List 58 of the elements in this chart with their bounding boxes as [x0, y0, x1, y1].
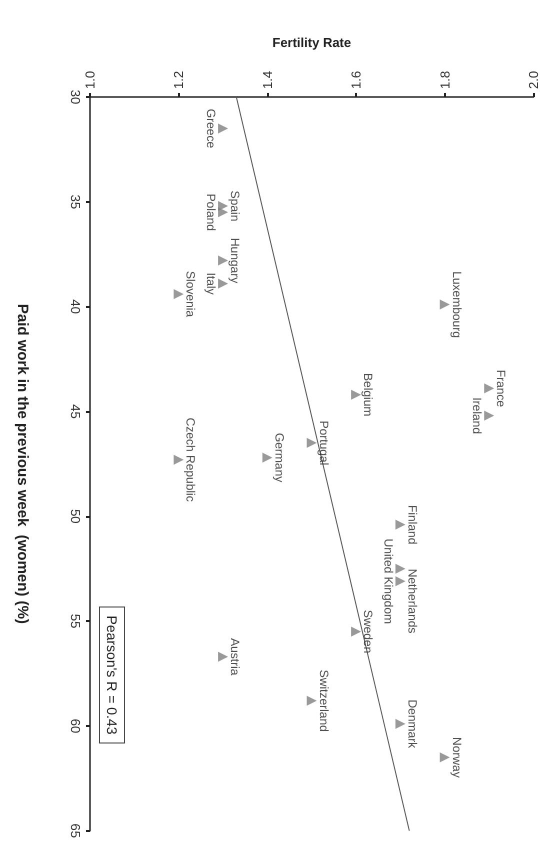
point: [395, 564, 406, 574]
point: [174, 289, 184, 300]
annotation: Luxembourg: [450, 271, 464, 338]
x-tick-label: 1.6: [348, 70, 364, 89]
annotation: Hungary: [228, 238, 242, 284]
x-tick-label: 2.0: [526, 70, 540, 89]
annotation: Poland: [204, 194, 218, 231]
point: [484, 383, 494, 394]
x-tick-label: 1.8: [437, 70, 452, 89]
annotation: Austria: [228, 638, 242, 676]
point: [306, 696, 317, 706]
point: [218, 652, 228, 662]
point: [440, 300, 450, 310]
y-axis-title: Paid work in the previous week (women) (%): [14, 304, 31, 624]
y-tick-label: 50: [68, 509, 83, 524]
y-tick-label: 55: [68, 614, 83, 628]
point: [218, 207, 228, 218]
point: [395, 520, 406, 530]
y-tick-label: 60: [68, 718, 83, 734]
point: [440, 752, 450, 762]
annotation: Norway: [450, 737, 464, 778]
annotation: Italy: [204, 272, 218, 295]
annotation: Belgium: [361, 373, 376, 416]
annotation: Sweden: [361, 610, 376, 654]
point: [218, 256, 228, 266]
annotation: Pearson's R = 0.43: [104, 615, 120, 735]
annotation: Finland: [405, 505, 420, 544]
point: [351, 390, 362, 400]
annotation: Czech Republic: [184, 418, 198, 502]
x-tick-label: 1.4: [260, 70, 275, 89]
y-tick-label: 40: [68, 299, 83, 314]
point: [262, 452, 272, 463]
annotation: Netherlands: [405, 568, 420, 634]
y-tick-label: 65: [68, 824, 83, 838]
annotation: Portugal: [316, 420, 331, 466]
annotation: Spain: [228, 190, 242, 222]
annotation: France: [494, 370, 508, 408]
annotation: Greece: [204, 108, 218, 148]
point: [174, 454, 184, 465]
annotation: Denmark: [405, 700, 420, 750]
point: [218, 123, 228, 134]
x-tick-label: 1.0: [82, 70, 98, 89]
y-tick-label: 30: [68, 90, 83, 104]
annotation: Ireland: [470, 397, 484, 434]
x-axis-title: Fertility Rate: [272, 35, 352, 50]
point: [306, 438, 317, 448]
x-tick-label: 1.2: [171, 70, 186, 89]
point: [351, 626, 362, 637]
y-tick-label: 45: [68, 404, 83, 419]
annotation: Germany: [272, 432, 286, 482]
annotation: Slovenia: [184, 271, 198, 318]
annotation: United Kingdom: [381, 538, 396, 624]
point: [218, 278, 228, 289]
point: [484, 410, 494, 421]
y-tick-label: 35: [68, 194, 83, 210]
annotation: Switzerland: [316, 670, 331, 732]
point: [395, 576, 406, 586]
point: [395, 718, 406, 729]
